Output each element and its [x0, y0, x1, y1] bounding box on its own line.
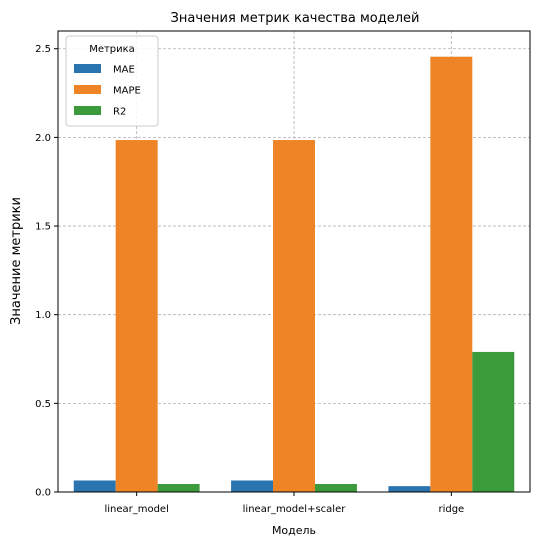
y-tick-label: 0.5: [35, 399, 51, 410]
y-axis-label: Значение метрики: [9, 197, 24, 325]
bar-r2-linear_model: [157, 484, 200, 492]
bar-r2-ridge: [472, 351, 515, 492]
x-tick-label: linear_model+scaler: [243, 504, 347, 515]
bar-mape-ridge: [430, 56, 473, 492]
x-tick-label: ridge: [438, 504, 464, 515]
bar-mape-linear_model: [115, 140, 158, 492]
bar-r2-linear_model+scaler: [314, 484, 357, 492]
bar-mae-linear_model: [73, 480, 116, 492]
legend-label-mae: MAE: [113, 65, 135, 76]
y-tick-label: 2.0: [35, 133, 51, 144]
y-tick-label: 1.0: [35, 310, 51, 321]
legend: Метрика MAE MAPE R2: [65, 35, 159, 127]
y-tick-label: 1.5: [35, 222, 51, 233]
legend-swatch-mae: [74, 64, 101, 73]
legend-label-mape: MAPE: [113, 86, 141, 97]
legend-swatch-mape: [74, 85, 101, 94]
x-tick-label: linear_model: [104, 504, 168, 515]
y-tick-label: 2.5: [35, 44, 51, 55]
legend-title: Метрика: [89, 44, 135, 55]
legend-swatch-r2: [74, 106, 101, 115]
legend-label-r2: R2: [113, 107, 126, 118]
chart-title: Значения метрик качества моделей: [171, 11, 420, 26]
x-axis: linear_model linear_model+scaler ridge: [104, 492, 464, 515]
bars: [73, 56, 515, 492]
bar-mae-linear_model+scaler: [231, 480, 274, 492]
legend-frame: [65, 35, 159, 127]
y-tick-label: 0.0: [35, 488, 51, 499]
x-axis-label: Модель: [272, 524, 316, 537]
bar-mae-ridge: [388, 486, 431, 492]
y-axis: 0.0 0.5 1.0 1.5 2.0 2.5: [35, 44, 58, 499]
bar-mape-linear_model+scaler: [273, 140, 315, 492]
